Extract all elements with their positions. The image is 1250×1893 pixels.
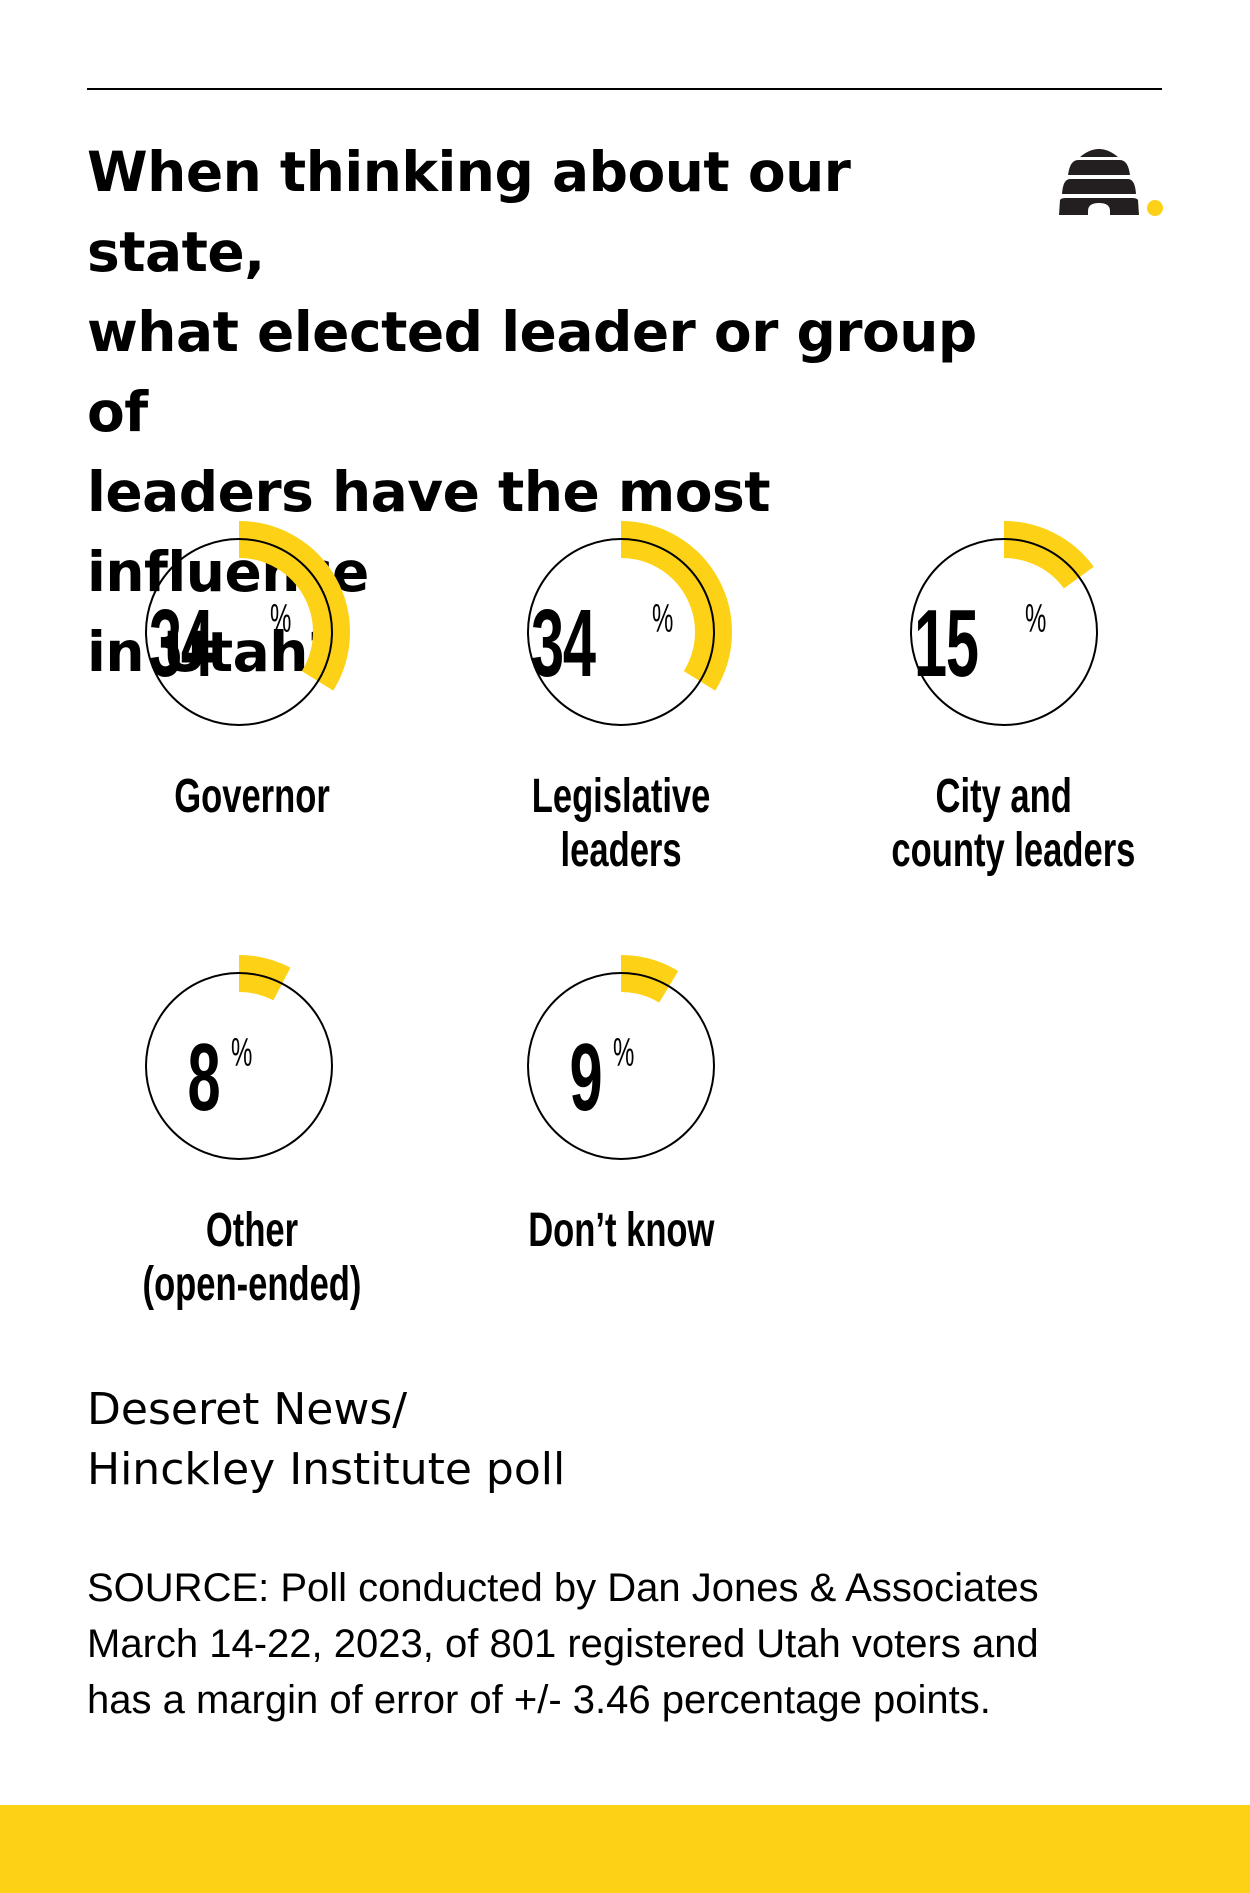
beehive-logo-icon xyxy=(1058,143,1166,221)
progress-ring xyxy=(527,521,732,726)
poll-credit: Deseret News/ Hinckley Institute poll xyxy=(87,1384,566,1495)
value-number: 9 xyxy=(569,1024,602,1131)
label-other: Other (open-ended) xyxy=(142,1204,362,1311)
percent-sign: % xyxy=(613,1031,635,1075)
label-governor: Governor xyxy=(174,770,330,823)
percent-sign: % xyxy=(231,1031,253,1075)
donut-other: 8 % xyxy=(119,946,359,1186)
label-legislative-leaders: Legislative leaders xyxy=(531,770,711,877)
donut-dont-know: 9 % xyxy=(501,946,741,1186)
percent-sign: % xyxy=(652,597,674,641)
progress-ring xyxy=(527,955,715,1160)
label-dont-know: Don’t know xyxy=(527,1204,715,1257)
percent-sign: % xyxy=(270,597,292,641)
title-line: in Utah? xyxy=(87,620,340,684)
donut-city-county-leaders: 15 % xyxy=(884,512,1124,752)
donut-legislative-leaders: 34 % xyxy=(501,512,741,752)
percent-sign: % xyxy=(1025,597,1047,641)
value-number: 34 xyxy=(531,590,596,697)
title-line: what elected leader or group of xyxy=(87,300,977,444)
title-line: When thinking about our state, xyxy=(87,140,851,284)
top-rule xyxy=(87,88,1162,90)
progress-ring xyxy=(145,954,333,1160)
source-note: SOURCE: Poll conducted by Dan Jones & As… xyxy=(87,1566,1039,1722)
value-number: 15 xyxy=(914,590,979,697)
donut-governor: 34 % xyxy=(119,512,359,752)
label-city-county-leaders: City and county leaders xyxy=(891,770,1136,877)
value-number: 34 xyxy=(149,590,214,697)
value-number: 8 xyxy=(187,1024,220,1131)
progress-ring xyxy=(145,521,350,726)
progress-ring xyxy=(910,521,1098,726)
footer-accent-band xyxy=(0,1805,1250,1893)
